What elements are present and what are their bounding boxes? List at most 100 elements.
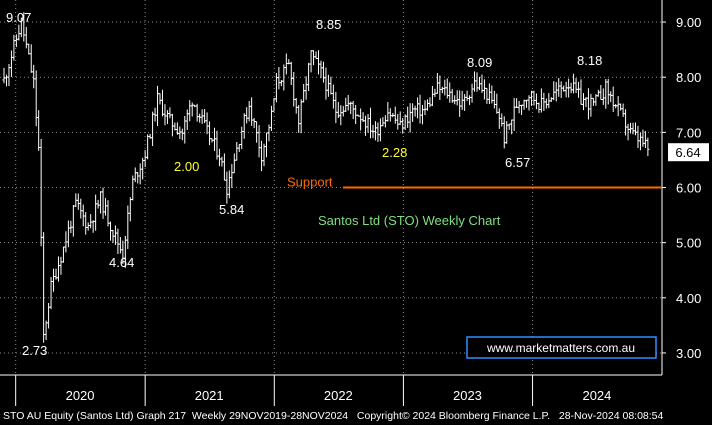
- price-bar: [520, 104, 524, 115]
- price-bar: [321, 61, 325, 83]
- price-bar: [331, 84, 335, 109]
- price-bar: [393, 106, 397, 124]
- price-bar: [237, 144, 241, 152]
- price-bar: [160, 89, 164, 117]
- price-bar: [428, 97, 432, 108]
- price-bar: [79, 198, 83, 219]
- price-bar: [589, 93, 593, 117]
- price-bar: [606, 78, 610, 105]
- price-bar: [512, 97, 516, 131]
- price-bar: [314, 51, 318, 59]
- y-tick-label: 7.00: [676, 125, 701, 140]
- price-bar: [557, 78, 561, 97]
- price-bar: [71, 205, 75, 237]
- price-bar: [84, 211, 88, 235]
- price-bar: [455, 90, 459, 106]
- price-bar: [629, 122, 633, 134]
- price-bar: [225, 171, 229, 204]
- price-bar: [94, 194, 98, 231]
- footer-copyright: Copyright© 2024 Bloomberg Finance L.P.: [356, 410, 551, 422]
- price-bar: [408, 103, 412, 133]
- price-bar: [151, 111, 155, 147]
- x-tick-label: 2023: [453, 388, 482, 403]
- price-bar: [143, 149, 147, 168]
- price-bar: [190, 102, 194, 117]
- price-bar: [378, 118, 382, 142]
- price-bar: [636, 125, 640, 149]
- price-bar: [398, 111, 402, 126]
- price-bar: [346, 94, 350, 111]
- price-bar: [638, 132, 642, 151]
- price-bar: [27, 43, 31, 55]
- x-tick-label: 2022: [324, 388, 353, 403]
- price-bar: [242, 113, 246, 139]
- price-bar: [136, 171, 140, 184]
- annotation-label: 8.18: [577, 53, 602, 68]
- price-bar: [24, 26, 28, 49]
- watermark-box: [466, 336, 657, 359]
- price-bar: [317, 50, 321, 75]
- footer-period: Weekly 29NOV2019-28NOV2024: [191, 410, 349, 422]
- price-bar: [396, 113, 400, 130]
- price-bar: [616, 95, 620, 117]
- price-bar: [138, 163, 142, 185]
- price-bar: [517, 100, 521, 114]
- price-bar: [212, 127, 216, 151]
- price-bar: [59, 256, 63, 275]
- price-bar: [529, 90, 533, 106]
- price-bar: [502, 116, 506, 149]
- price-bar: [643, 131, 647, 149]
- price-bar: [438, 75, 442, 100]
- annotation-label: 8.85: [316, 17, 341, 32]
- price-bar: [425, 99, 429, 111]
- price-bar: [257, 125, 261, 158]
- price-bar: [146, 134, 150, 160]
- price-bar: [163, 104, 167, 126]
- price-bar: [416, 97, 420, 119]
- annotation-label: 8.09: [467, 55, 492, 70]
- annotations: Support 9.07 2.73 4.64 2.00 5.84 8.85 2.28 8.09 6…: [6, 10, 709, 359]
- price-bar: [609, 91, 613, 103]
- price-bar: [641, 129, 645, 147]
- x-tick-label: 2024: [582, 388, 611, 403]
- price-bar: [611, 86, 615, 112]
- price-bar: [195, 103, 199, 122]
- annotation-label: 9.07: [6, 10, 31, 25]
- watermark-text: www.marketmatters.com.au: [486, 341, 635, 355]
- price-bar: [200, 109, 204, 124]
- price-bar: [158, 93, 162, 105]
- price-bar: [621, 103, 625, 118]
- price-bar: [421, 104, 425, 125]
- price-bar: [304, 76, 308, 100]
- price-bar: [537, 102, 541, 113]
- support-label: Support: [287, 175, 333, 190]
- price-bar: [549, 97, 553, 102]
- price-bar: [373, 121, 377, 141]
- price-bar: [482, 79, 486, 100]
- price-bar: [227, 170, 231, 199]
- price-bar: [633, 122, 637, 136]
- price-bar: [351, 100, 355, 120]
- price-bar: [106, 200, 110, 227]
- price-bar: [619, 103, 623, 111]
- price-bar: [465, 90, 469, 102]
- price-bar: [230, 164, 234, 188]
- price-bar: [574, 78, 578, 94]
- price-bar: [9, 50, 13, 77]
- price-bar: [369, 107, 373, 139]
- y-tick-label: 6.00: [676, 181, 701, 196]
- price-bar: [170, 113, 174, 137]
- price-bar: [485, 87, 489, 104]
- price-bar: [500, 113, 504, 127]
- status-footer: STO AU Equity (Santos Ltd) Graph 217 Wee…: [0, 408, 712, 425]
- price-bar: [309, 50, 313, 73]
- price-bar: [411, 103, 415, 122]
- price-bar: [116, 228, 120, 254]
- price-bar: [525, 99, 529, 108]
- axes: 3.00 4.00 5.00 6.00 7.00 8.00 9.00 2020 2021 2022…: [0, 0, 701, 406]
- price-bar: [205, 112, 209, 135]
- price-bar: [344, 97, 348, 112]
- price-bar: [339, 105, 343, 126]
- price-bar: [586, 88, 590, 120]
